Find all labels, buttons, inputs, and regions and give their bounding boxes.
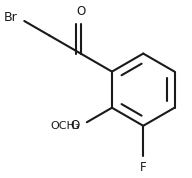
Text: O: O (76, 5, 85, 18)
Text: F: F (140, 161, 146, 174)
Text: Br: Br (4, 11, 17, 24)
Text: O: O (71, 119, 80, 132)
Text: OCH₃: OCH₃ (50, 121, 80, 131)
